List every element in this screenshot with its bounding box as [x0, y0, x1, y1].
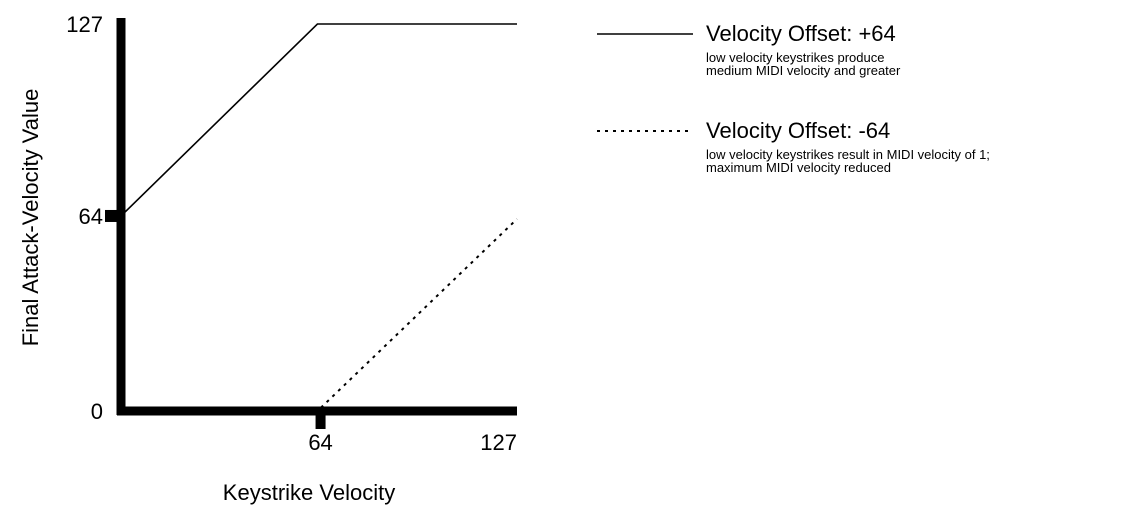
y-tick-label-127: 127 [66, 12, 103, 37]
y-tick-label-0: 0 [91, 399, 103, 424]
x-tick-mark-64 [315, 411, 326, 429]
axis-labels: Keystrike Velocity Final Attack-Velocity… [18, 89, 395, 505]
y-tick-label-64: 64 [79, 204, 103, 229]
series-line-2 [121, 218, 518, 409]
legend: Velocity Offset: +64 low velocity keystri… [597, 21, 990, 175]
axes: 0 64 127 64 127 [66, 12, 517, 455]
legend-desc-1-2: medium MIDI velocity and greater [706, 63, 901, 78]
legend-title-2: Velocity Offset: -64 [706, 118, 890, 143]
x-tick-label-64: 64 [308, 430, 332, 455]
legend-desc-2-1: low velocity keystrikes result in MIDI v… [706, 147, 990, 162]
x-axis-title: Keystrike Velocity [223, 480, 395, 505]
series-line-1 [120, 23, 517, 217]
y-tick-mark-64 [105, 209, 119, 222]
y-axis-title: Final Attack-Velocity Value [18, 89, 43, 347]
plot-area [120, 23, 518, 409]
legend-desc-2-2: maximum MIDI velocity reduced [706, 160, 891, 175]
legend-desc-1-1: low velocity keystrikes produce [706, 50, 884, 65]
legend-title-1: Velocity Offset: +64 [706, 21, 896, 46]
x-tick-label-127: 127 [480, 430, 517, 455]
